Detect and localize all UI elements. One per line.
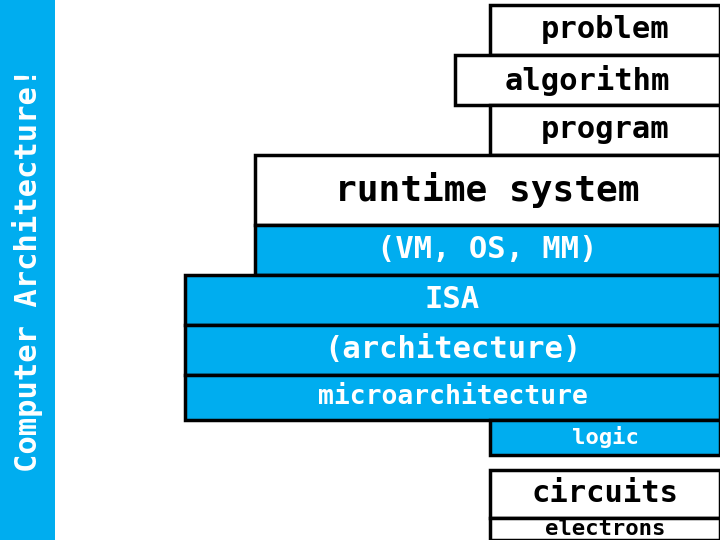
Bar	[255, 225, 720, 275]
Text: runtime system: runtime system	[336, 172, 640, 208]
Bar	[185, 325, 720, 375]
Text: (architecture): (architecture)	[324, 335, 581, 364]
Bar	[0, 0, 55, 540]
Text: problem: problem	[541, 16, 670, 44]
Bar	[490, 470, 720, 518]
Bar	[490, 5, 720, 55]
Bar	[490, 518, 720, 540]
Text: program: program	[541, 116, 670, 145]
Text: circuits: circuits	[531, 480, 678, 509]
Bar	[490, 105, 720, 155]
Text: microarchitecture: microarchitecture	[318, 384, 588, 410]
Bar	[455, 55, 720, 105]
Bar	[185, 275, 720, 325]
Text: logic: logic	[572, 427, 639, 449]
Text: algorithm: algorithm	[505, 64, 670, 96]
Text: (VM, OS, MM): (VM, OS, MM)	[377, 235, 598, 265]
Text: Computer Architecture!: Computer Architecture!	[12, 68, 43, 472]
Bar	[490, 420, 720, 455]
Bar	[185, 375, 720, 420]
Text: ISA: ISA	[425, 286, 480, 314]
Bar	[255, 155, 720, 225]
Text: electrons: electrons	[545, 519, 665, 539]
